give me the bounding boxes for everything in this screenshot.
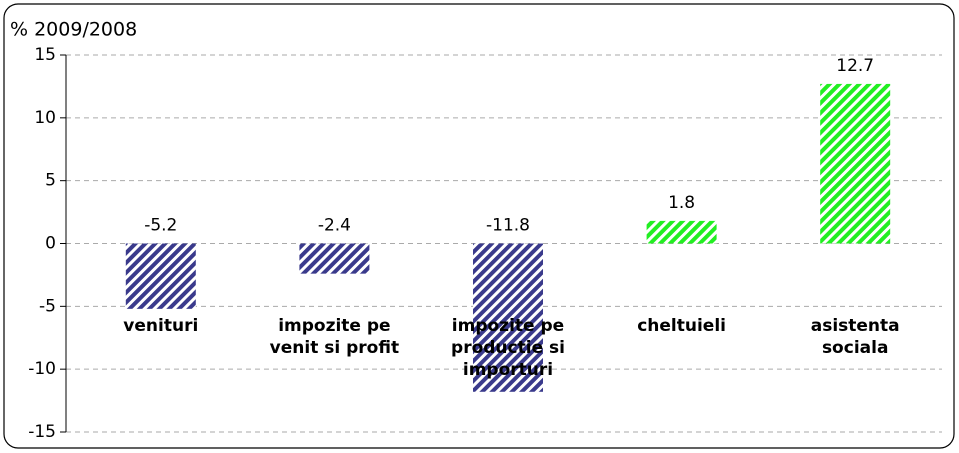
y-axis-title: % 2009/2008: [10, 19, 137, 41]
value-label: -5.2: [144, 216, 177, 236]
x-tick-label: venituri: [123, 315, 199, 336]
x-tick-label: asistenta sociala: [810, 315, 900, 358]
y-tick-label: -10: [28, 359, 56, 379]
bar: [299, 243, 370, 274]
x-tick-label: impozite pe venit si profit: [269, 315, 400, 358]
value-label: -2.4: [318, 216, 351, 236]
y-tick-label: 5: [45, 171, 56, 191]
bar: [125, 243, 196, 309]
value-label: -11.8: [486, 216, 530, 236]
bar: [820, 83, 891, 244]
x-tick-label: impozite pe productie si importuri: [451, 315, 565, 380]
chart-border: [3, 3, 955, 449]
x-tick-label: cheltuieli: [637, 315, 726, 336]
value-label: 12.7: [836, 56, 874, 76]
y-tick-label: -15: [28, 422, 56, 442]
value-label: 1.8: [668, 193, 695, 213]
bar: [646, 220, 717, 244]
y-tick-label: 10: [34, 108, 56, 128]
y-tick-label: 0: [45, 234, 56, 254]
y-tick-label: 15: [34, 45, 56, 65]
y-tick-label: -5: [39, 296, 56, 316]
bar: [473, 243, 543, 392]
